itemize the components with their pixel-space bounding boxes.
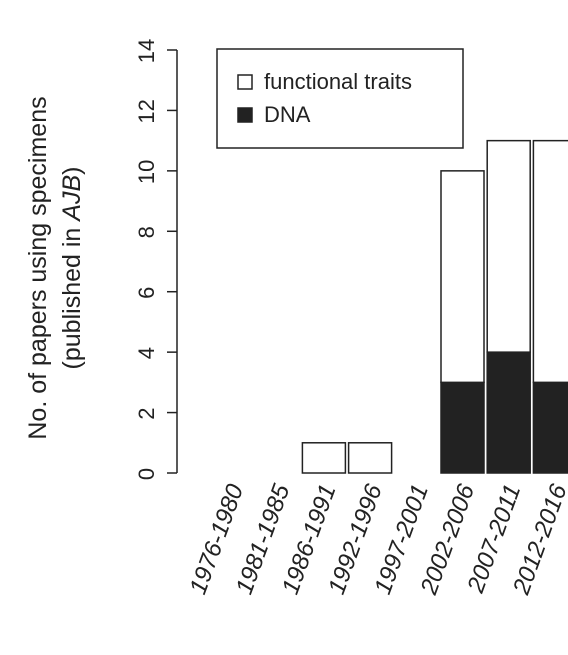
y-axis-title-line2: (published in AJB) (58, 167, 86, 370)
bar-segment-functional-traits (440, 170, 485, 384)
bar-segment-functional-traits (301, 442, 347, 474)
legend-label-functional-traits: functional traits (264, 69, 412, 94)
y-tick-label: 0 (134, 468, 159, 480)
bar-segment-functional-traits (532, 139, 568, 384)
y-tick-label: 10 (134, 160, 159, 184)
y-axis-title-line1: No. of papers using specimens (24, 96, 52, 439)
y-tick-label: 2 (134, 407, 159, 419)
y-tick-label: 6 (134, 287, 159, 299)
legend-label-dna: DNA (264, 102, 311, 127)
legend-swatch-functional-traits (237, 74, 253, 90)
x-axis-labels: 1976-19801981-19851986-19911992-19961997… (185, 480, 568, 599)
bar-segment-functional-traits (347, 442, 393, 474)
bars (301, 139, 568, 474)
y-tick-label: 12 (134, 99, 159, 123)
legend-box (216, 48, 464, 149)
legend: functional traits DNA (216, 48, 464, 149)
bar-segment-dna (486, 351, 531, 474)
bar-segment-functional-traits (486, 139, 531, 353)
bar-segment-dna (440, 381, 485, 474)
y-axis-title-prefix: (published in (58, 221, 86, 370)
y-axis-title-suffix: ) (58, 167, 86, 175)
y-tick-label: 14 (134, 39, 159, 63)
y-axis-title: No. of papers using specimens (published… (24, 96, 86, 439)
legend-swatch-dna (237, 107, 253, 123)
y-tick-label: 8 (134, 226, 159, 238)
y-axis-title-italic: AJB (58, 175, 86, 223)
bar-segment-dna (532, 381, 568, 474)
y-tick-label: 4 (134, 347, 159, 359)
y-axis: 0 2 4 6 8 10 12 14 (134, 39, 178, 480)
